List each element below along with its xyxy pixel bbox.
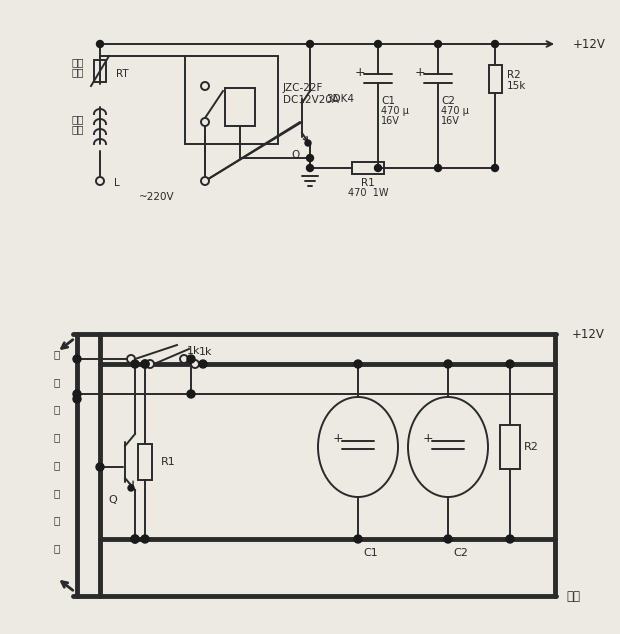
Circle shape bbox=[128, 485, 134, 491]
Circle shape bbox=[191, 360, 199, 368]
Text: 470  1W: 470 1W bbox=[348, 188, 388, 198]
Text: DC12V20A: DC12V20A bbox=[283, 95, 339, 105]
Text: 原: 原 bbox=[54, 377, 60, 387]
Circle shape bbox=[201, 177, 209, 185]
Text: 磁: 磁 bbox=[54, 432, 60, 443]
Circle shape bbox=[506, 360, 514, 368]
Circle shape bbox=[201, 118, 209, 126]
Circle shape bbox=[146, 360, 154, 368]
Circle shape bbox=[131, 535, 139, 543]
Text: 消: 消 bbox=[54, 404, 60, 415]
Text: +: + bbox=[333, 432, 343, 446]
Circle shape bbox=[306, 41, 314, 48]
Text: 3DK4: 3DK4 bbox=[326, 94, 354, 104]
Circle shape bbox=[127, 355, 135, 363]
Circle shape bbox=[73, 390, 81, 398]
Text: 16V: 16V bbox=[441, 116, 460, 126]
Circle shape bbox=[444, 535, 452, 543]
Bar bbox=[225, 88, 255, 126]
Text: RT: RT bbox=[116, 69, 128, 79]
Text: 15k: 15k bbox=[507, 81, 526, 91]
Bar bbox=[489, 65, 502, 93]
Text: C1: C1 bbox=[381, 96, 395, 106]
Text: +: + bbox=[355, 65, 365, 79]
Text: +12V: +12V bbox=[573, 37, 606, 51]
Bar bbox=[138, 444, 152, 480]
Text: +: + bbox=[415, 65, 425, 79]
Text: 消磁: 消磁 bbox=[72, 114, 84, 124]
Circle shape bbox=[306, 164, 314, 172]
Circle shape bbox=[506, 535, 514, 543]
Ellipse shape bbox=[408, 397, 488, 497]
Circle shape bbox=[96, 463, 104, 471]
Circle shape bbox=[141, 360, 149, 368]
Text: R2: R2 bbox=[524, 442, 539, 452]
Circle shape bbox=[435, 164, 441, 172]
Text: 线圈: 线圈 bbox=[72, 124, 84, 134]
Text: R1: R1 bbox=[361, 178, 375, 188]
Circle shape bbox=[131, 360, 139, 368]
Circle shape bbox=[73, 395, 81, 403]
Circle shape bbox=[141, 535, 149, 543]
Text: 路: 路 bbox=[54, 488, 60, 498]
Text: R2: R2 bbox=[507, 70, 521, 80]
Text: 16V: 16V bbox=[381, 116, 400, 126]
Text: 接地: 接地 bbox=[566, 590, 580, 602]
Text: Q: Q bbox=[108, 495, 117, 505]
Circle shape bbox=[180, 355, 188, 363]
Text: 1k: 1k bbox=[199, 347, 213, 357]
Text: R1: R1 bbox=[161, 457, 175, 467]
Circle shape bbox=[97, 41, 104, 48]
Text: +12V: +12V bbox=[572, 328, 605, 340]
Circle shape bbox=[354, 360, 362, 368]
Circle shape bbox=[354, 535, 362, 543]
Text: ~220V: ~220V bbox=[139, 192, 175, 202]
Text: 470 μ: 470 μ bbox=[441, 106, 469, 116]
Text: 串: 串 bbox=[54, 515, 60, 526]
Circle shape bbox=[199, 360, 207, 368]
Bar bbox=[500, 425, 520, 469]
Circle shape bbox=[492, 41, 498, 48]
Text: JZC-22F: JZC-22F bbox=[283, 83, 324, 93]
Text: 470 μ: 470 μ bbox=[381, 106, 409, 116]
Circle shape bbox=[306, 155, 314, 162]
Text: C1: C1 bbox=[363, 548, 378, 558]
Text: Q: Q bbox=[292, 150, 300, 160]
Circle shape bbox=[374, 164, 381, 172]
Circle shape bbox=[73, 355, 81, 363]
Text: C2: C2 bbox=[441, 96, 455, 106]
Bar bbox=[94, 60, 106, 82]
Ellipse shape bbox=[318, 397, 398, 497]
Circle shape bbox=[435, 41, 441, 48]
Circle shape bbox=[305, 140, 311, 146]
Circle shape bbox=[187, 390, 195, 398]
Text: 与: 与 bbox=[54, 349, 60, 359]
Text: 1k: 1k bbox=[187, 346, 200, 356]
Text: 电阻: 电阻 bbox=[72, 67, 84, 77]
Circle shape bbox=[141, 360, 149, 368]
Circle shape bbox=[444, 360, 452, 368]
Text: 消磁: 消磁 bbox=[72, 57, 84, 67]
Bar bbox=[185, 56, 278, 144]
Circle shape bbox=[201, 82, 209, 90]
Circle shape bbox=[131, 535, 139, 543]
Text: L: L bbox=[114, 178, 120, 188]
Circle shape bbox=[187, 355, 195, 363]
Circle shape bbox=[374, 41, 381, 48]
Bar bbox=[352, 162, 384, 174]
Circle shape bbox=[492, 164, 498, 172]
Text: C2: C2 bbox=[453, 548, 468, 558]
Text: 电: 电 bbox=[54, 460, 60, 470]
Text: 联: 联 bbox=[54, 543, 60, 553]
Circle shape bbox=[96, 177, 104, 185]
Text: +: + bbox=[423, 432, 433, 446]
